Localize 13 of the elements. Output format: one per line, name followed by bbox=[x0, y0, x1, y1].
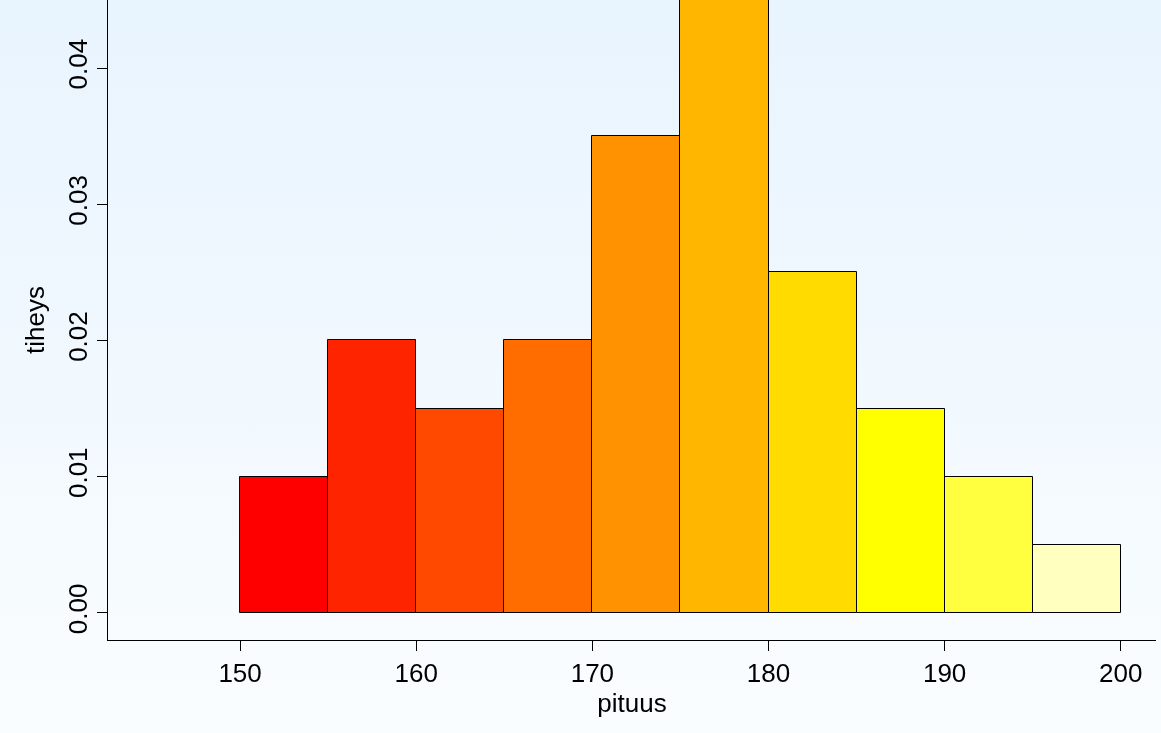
x-tick-label: 170 bbox=[570, 658, 615, 689]
x-tick-label: 190 bbox=[922, 658, 967, 689]
y-tick-label: 0.02 bbox=[62, 311, 93, 362]
x-tick-label: 160 bbox=[394, 658, 438, 689]
x-axis-title: pituus bbox=[597, 688, 667, 719]
y-tick-label: 0.01 bbox=[62, 447, 93, 498]
x-tick-label: 180 bbox=[746, 658, 791, 689]
y-tick-label: 0.04 bbox=[62, 38, 93, 90]
x-tick-label: 200 bbox=[1099, 658, 1143, 689]
x-tick-label: 150 bbox=[218, 658, 262, 689]
y-tick-label: 0.03 bbox=[62, 175, 93, 226]
y-tick-label: 0.00 bbox=[62, 583, 93, 635]
y-axis-title: tiheys bbox=[20, 286, 50, 354]
